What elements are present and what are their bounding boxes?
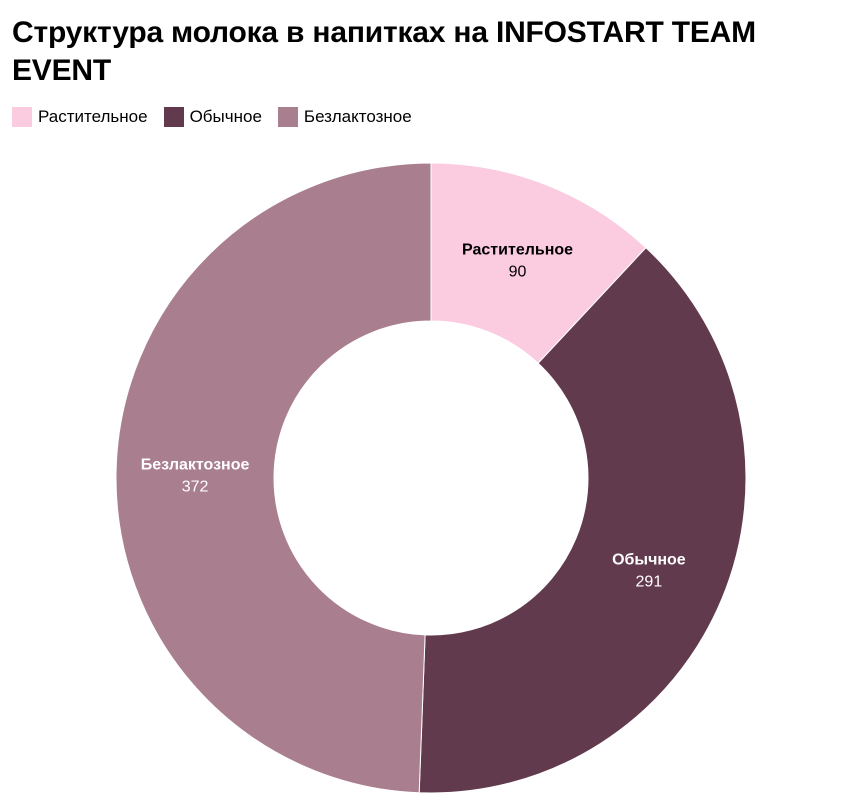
- donut-slice-lactose-free: [115, 162, 432, 794]
- chart-title: Структура молока в напитках на INFOSTART…: [12, 16, 756, 87]
- donut-slices: [115, 162, 747, 794]
- slice-label-value-lactose-free: 372: [182, 479, 209, 496]
- legend-swatch-regular: [163, 107, 184, 127]
- legend-label-lactose-free: Безлактозное: [303, 107, 412, 126]
- slice-label-name-lactose-free: Безлактозное: [141, 457, 250, 474]
- legend-item-regular: Обычное: [163, 107, 262, 127]
- slice-label-value-regular: 291: [636, 574, 663, 591]
- donut-slice-regular: [418, 247, 747, 794]
- slice-labels: Растительное 90 Обычное 291 Безлактозное 372: [141, 241, 686, 590]
- legend-label-plant: Растительное: [38, 107, 148, 126]
- slice-label-name-plant: Растительное: [462, 241, 573, 258]
- legend-item-plant: Растительное: [12, 107, 148, 127]
- legend-swatch-lactose-free: [277, 107, 298, 127]
- donut-chart: Растительное 90 Обычное 291 Безлактозное 372: [115, 162, 747, 794]
- legend-label-regular: Обычное: [189, 107, 262, 126]
- slice-label-value-plant: 90: [509, 263, 527, 280]
- legend: Растительное Обычное Безлактозное: [12, 107, 412, 127]
- legend-item-lactose-free: Безлактозное: [277, 107, 412, 127]
- slice-label-name-regular: Обычное: [612, 552, 686, 569]
- legend-swatch-plant: [12, 107, 32, 127]
